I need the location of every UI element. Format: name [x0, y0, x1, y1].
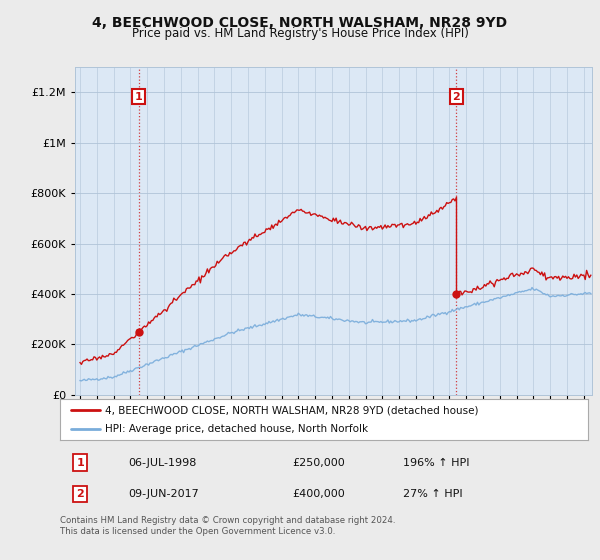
Text: 4, BEECHWOOD CLOSE, NORTH WALSHAM, NR28 9YD (detached house): 4, BEECHWOOD CLOSE, NORTH WALSHAM, NR28 …: [105, 405, 478, 415]
Text: £250,000: £250,000: [292, 458, 345, 468]
Text: Price paid vs. HM Land Registry's House Price Index (HPI): Price paid vs. HM Land Registry's House …: [131, 27, 469, 40]
Text: 1: 1: [135, 92, 143, 102]
Text: 2: 2: [452, 92, 460, 102]
Text: £400,000: £400,000: [292, 489, 345, 499]
Text: 06-JUL-1998: 06-JUL-1998: [128, 458, 197, 468]
Text: 09-JUN-2017: 09-JUN-2017: [128, 489, 199, 499]
Text: 4, BEECHWOOD CLOSE, NORTH WALSHAM, NR28 9YD: 4, BEECHWOOD CLOSE, NORTH WALSHAM, NR28 …: [92, 16, 508, 30]
Text: 2: 2: [76, 489, 84, 499]
Text: 196% ↑ HPI: 196% ↑ HPI: [403, 458, 470, 468]
Text: Contains HM Land Registry data © Crown copyright and database right 2024.
This d: Contains HM Land Registry data © Crown c…: [60, 516, 395, 536]
Text: 27% ↑ HPI: 27% ↑ HPI: [403, 489, 463, 499]
Text: 1: 1: [76, 458, 84, 468]
Text: HPI: Average price, detached house, North Norfolk: HPI: Average price, detached house, Nort…: [105, 424, 368, 433]
